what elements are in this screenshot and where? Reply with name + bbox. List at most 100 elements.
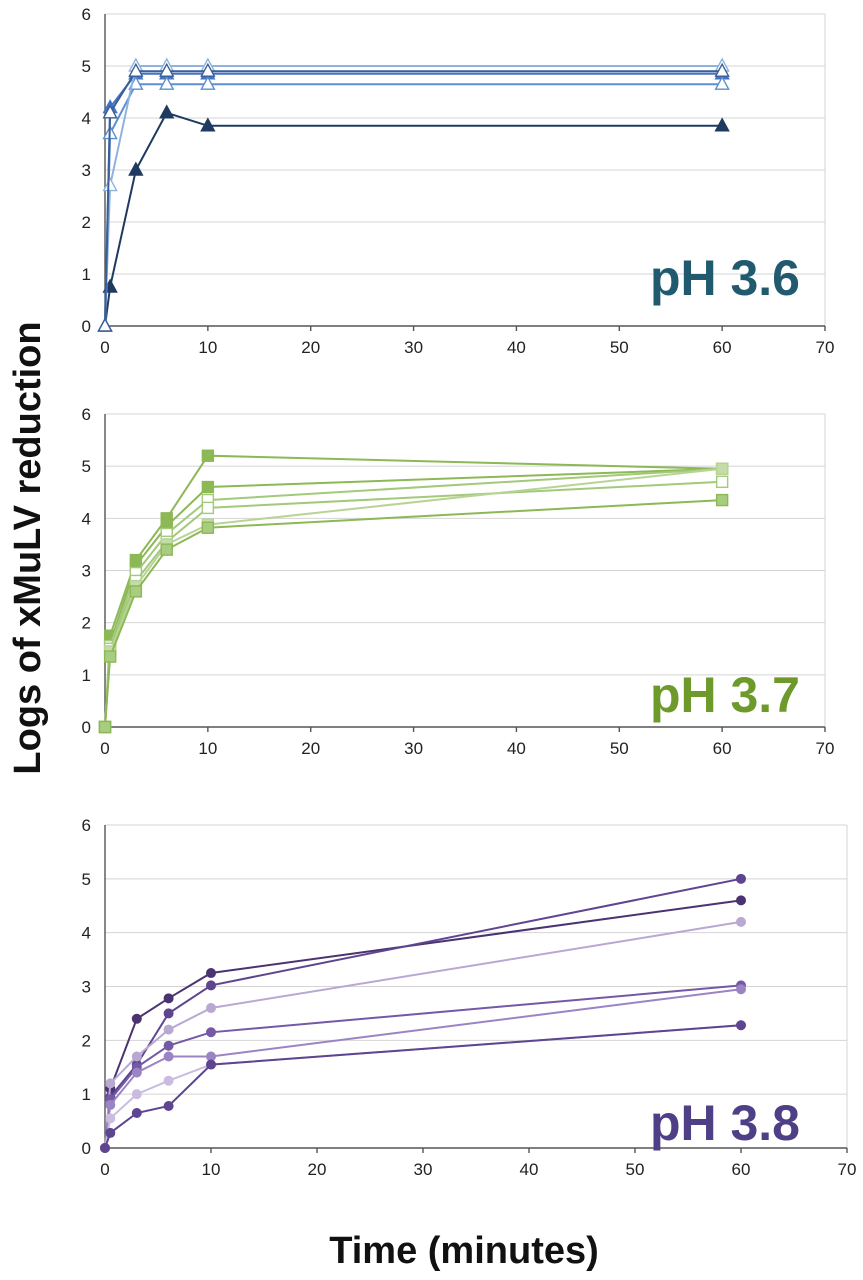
series-line xyxy=(104,920,742,1149)
x-tick-label: 30 xyxy=(404,739,423,758)
data-point xyxy=(131,1013,142,1024)
data-point xyxy=(163,1075,174,1086)
data-point xyxy=(163,1101,174,1112)
series-5 xyxy=(97,62,730,332)
series-6 xyxy=(98,493,729,734)
x-tick-label: 50 xyxy=(626,1160,645,1179)
y-tick-label: 2 xyxy=(82,213,91,232)
data-point xyxy=(200,62,216,77)
data-point xyxy=(736,984,746,995)
ph-annotation: pH 3.8 xyxy=(650,1095,800,1151)
series-5 xyxy=(100,984,746,1153)
x-tick-label: 60 xyxy=(713,739,732,758)
series-2 xyxy=(97,65,730,332)
series-1 xyxy=(97,104,730,332)
y-tick-label: 4 xyxy=(82,109,91,128)
data-point xyxy=(98,720,112,734)
data-point xyxy=(714,62,730,77)
data-point xyxy=(103,650,117,663)
y-axis-label: Logs of xMuLV reduction xyxy=(7,321,49,774)
data-point xyxy=(159,75,175,90)
data-point xyxy=(131,1067,142,1078)
x-tick-label: 50 xyxy=(610,739,629,758)
data-point xyxy=(715,462,729,475)
data-point xyxy=(201,480,215,494)
y-tick-label: 0 xyxy=(82,718,91,737)
series-line xyxy=(104,1024,742,1149)
y-tick-label: 3 xyxy=(82,978,91,997)
series-line xyxy=(104,467,723,728)
x-tick-label: 10 xyxy=(202,1160,221,1179)
data-point xyxy=(105,1099,116,1110)
data-point xyxy=(105,1078,116,1089)
data-point xyxy=(159,104,175,119)
data-point xyxy=(201,449,215,462)
series-line xyxy=(104,72,723,327)
x-axis-label: Time (minutes) xyxy=(329,1230,599,1272)
data-point xyxy=(206,1059,216,1070)
series-3 xyxy=(100,916,746,1153)
data-point xyxy=(128,62,144,77)
x-tick-label: 60 xyxy=(732,1160,751,1179)
series-5 xyxy=(98,462,729,734)
series-4 xyxy=(100,980,746,1153)
y-tick-label: 5 xyxy=(82,870,91,889)
series-1 xyxy=(100,895,746,1153)
x-tick-label: 40 xyxy=(507,338,526,357)
y-tick-label: 5 xyxy=(82,457,91,476)
x-tick-label: 30 xyxy=(414,1160,433,1179)
data-point xyxy=(163,1051,174,1062)
data-point xyxy=(131,1108,142,1119)
x-tick-label: 70 xyxy=(816,739,835,758)
ph-annotation: pH 3.6 xyxy=(650,250,800,306)
y-tick-label: 6 xyxy=(82,405,91,424)
data-point xyxy=(163,1040,174,1051)
data-point xyxy=(715,475,729,489)
series-7 xyxy=(100,1020,746,1153)
series-line xyxy=(104,988,742,1149)
x-tick-label: 30 xyxy=(404,338,423,357)
y-tick-label: 5 xyxy=(82,57,91,76)
series-line xyxy=(104,83,723,327)
data-point xyxy=(714,75,730,90)
x-tick-label: 50 xyxy=(610,338,629,357)
y-tick-label: 1 xyxy=(82,1085,91,1104)
data-point xyxy=(201,501,215,515)
y-tick-label: 4 xyxy=(82,509,91,528)
data-point xyxy=(714,117,730,132)
data-point xyxy=(206,1027,216,1038)
data-point xyxy=(128,161,144,176)
x-tick-label: 60 xyxy=(713,338,732,357)
y-tick-label: 3 xyxy=(82,161,91,180)
x-tick-label: 20 xyxy=(308,1160,327,1179)
data-point xyxy=(200,75,216,90)
series-3 xyxy=(98,462,729,734)
series-line xyxy=(104,70,723,327)
y-tick-label: 3 xyxy=(82,562,91,581)
x-tick-label: 0 xyxy=(100,739,109,758)
data-point xyxy=(129,585,143,598)
data-point xyxy=(131,1051,142,1062)
data-point xyxy=(105,1113,116,1124)
series-line xyxy=(104,499,723,728)
data-point xyxy=(736,895,746,906)
data-point xyxy=(163,1008,174,1019)
y-tick-label: 6 xyxy=(82,816,91,835)
data-point xyxy=(159,62,175,77)
series-line xyxy=(104,984,742,1149)
data-point xyxy=(206,1003,216,1014)
series-line xyxy=(104,1024,742,1149)
y-tick-label: 2 xyxy=(82,614,91,633)
data-point xyxy=(131,1089,142,1100)
series-4 xyxy=(98,475,729,734)
data-point xyxy=(736,873,746,884)
data-point xyxy=(102,104,118,119)
ph-annotation: pH 3.7 xyxy=(650,667,800,723)
y-tick-label: 1 xyxy=(82,265,91,284)
series-line xyxy=(104,65,723,327)
x-tick-label: 20 xyxy=(301,739,320,758)
